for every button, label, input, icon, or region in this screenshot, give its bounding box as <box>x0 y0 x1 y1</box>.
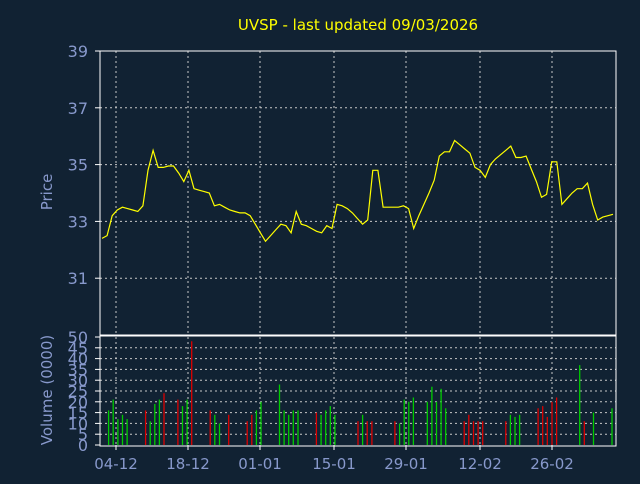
volume-tick-label: 45 <box>68 339 88 358</box>
volume-tick-label: 5 <box>78 425 88 444</box>
volume-tick-label: 35 <box>68 360 88 379</box>
price-line <box>101 139 614 243</box>
chart-title: UVSP - last updated 09/03/2026 <box>238 16 478 34</box>
volume-tick-label: 20 <box>68 393 88 412</box>
volume-tick-label: 30 <box>68 371 88 390</box>
price-grid <box>95 50 616 335</box>
price-tick-label: 33 <box>68 212 88 231</box>
date-tick-label: 04-12 <box>94 455 138 473</box>
price-tick-label: 31 <box>68 269 88 288</box>
volume-tick-label: 25 <box>68 382 88 401</box>
volume-tick-label: 15 <box>68 404 88 423</box>
volume-plot-frame <box>99 335 617 447</box>
date-tick-label: 01-01 <box>238 455 282 473</box>
date-tick-label: 29-01 <box>384 455 428 473</box>
volume-tick-label: 10 <box>68 414 88 433</box>
date-tick-label: 12-02 <box>458 455 502 473</box>
price-plot-frame <box>99 50 617 336</box>
volume-grid <box>95 336 616 446</box>
volume-tick-label: 0 <box>78 436 88 455</box>
price-series <box>101 139 614 243</box>
volume-axis-label: Volume (0000) <box>38 335 56 445</box>
price-tick-label: 39 <box>68 42 88 61</box>
date-tick-label: 15-01 <box>312 455 356 473</box>
volume-tick-label: 40 <box>68 350 88 369</box>
price-tick-labels: 31 33 35 37 39 <box>68 42 88 288</box>
date-tick-label: 26-02 <box>530 455 574 473</box>
price-tick-label: 35 <box>68 156 88 175</box>
price-tick-label: 37 <box>68 99 88 118</box>
date-tick-label: 18-12 <box>166 455 210 473</box>
volume-tick-label: 50 <box>68 328 88 347</box>
volume-bars <box>107 341 613 445</box>
date-tick-labels: 04-12 18-12 01-01 15-01 29-01 12-02 26-02 <box>94 445 574 473</box>
price-axis-label: Price <box>38 174 56 211</box>
